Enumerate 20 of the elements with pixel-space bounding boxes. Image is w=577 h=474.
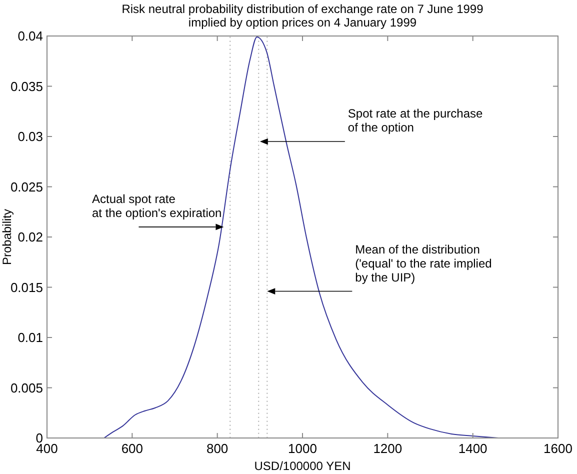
x-tick-label: 1400 [458, 441, 488, 456]
y-tick-label: 0.03 [18, 129, 43, 144]
y-axis-title: Probability [0, 208, 14, 266]
y-tick-label: 0.015 [10, 280, 43, 295]
annotation: Mean of the distribution ('equal' to the rate implied by the UIP) [355, 242, 492, 284]
y-tick-label: 0.035 [10, 78, 43, 94]
x-tick-label: 1000 [288, 441, 317, 456]
annotation: Spot rate at the purchase of the option [348, 106, 483, 135]
x-axis-title: USD/100000 YEN [254, 459, 351, 473]
x-tick-label: 1600 [544, 441, 572, 456]
y-tick-label: 0.02 [18, 230, 43, 245]
x-tick-label: 600 [121, 441, 144, 456]
y-tick-label: 0.01 [18, 330, 43, 346]
y-tick-label: 0.005 [10, 380, 43, 396]
x-tick-label: 1200 [373, 441, 402, 456]
y-tick-label: 0.04 [18, 28, 43, 44]
x-tick-label: 800 [206, 441, 228, 456]
chart-title: Risk neutral probability distribution of exchange rate on 7 June 1999 implied by option prices on 4 January 1999 [122, 2, 484, 30]
y-tick-label: 0.025 [10, 179, 43, 194]
annotation: Actual spot rate at the option's expiration [92, 192, 222, 220]
